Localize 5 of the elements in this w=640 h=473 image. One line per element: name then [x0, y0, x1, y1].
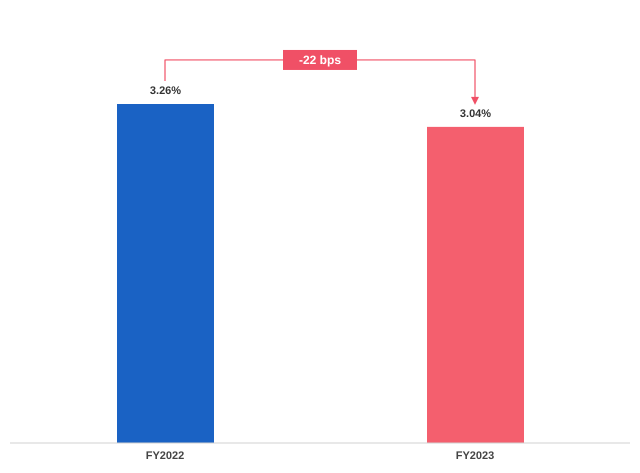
x-tick-label: FY2022	[146, 450, 184, 462]
x-tick-label: FY2023	[456, 450, 494, 462]
text: -22 bps	[298, 52, 342, 67]
data-label: 3.04%	[460, 108, 492, 120]
data-label: 3.26%	[150, 84, 182, 97]
